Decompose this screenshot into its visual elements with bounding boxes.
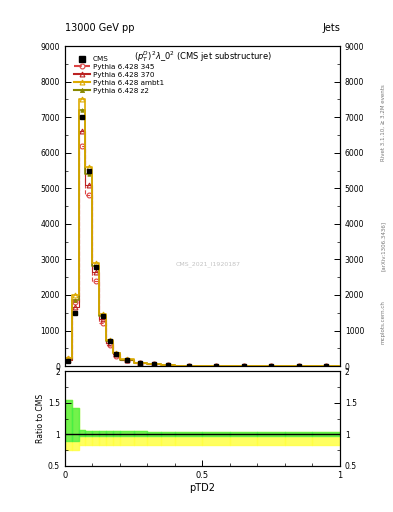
- Text: mcplots.cern.ch: mcplots.cern.ch: [381, 301, 386, 345]
- Text: 13000 GeV pp: 13000 GeV pp: [65, 23, 134, 33]
- Text: CMS_2021_I1920187: CMS_2021_I1920187: [175, 261, 241, 267]
- Legend: CMS, Pythia 6.428 345, Pythia 6.428 370, Pythia 6.428 ambt1, Pythia 6.428 z2: CMS, Pythia 6.428 345, Pythia 6.428 370,…: [74, 56, 164, 94]
- Text: Rivet 3.1.10, ≥ 3.2M events: Rivet 3.1.10, ≥ 3.2M events: [381, 84, 386, 161]
- Text: [arXiv:1306.3436]: [arXiv:1306.3436]: [381, 221, 386, 271]
- Text: Jets: Jets: [322, 23, 340, 33]
- Y-axis label: Ratio to CMS: Ratio to CMS: [36, 394, 45, 443]
- X-axis label: pTD2: pTD2: [189, 482, 215, 493]
- Text: $(p_T^D)^2\lambda\_0^2$ (CMS jet substructure): $(p_T^D)^2\lambda\_0^2$ (CMS jet substru…: [134, 49, 271, 64]
